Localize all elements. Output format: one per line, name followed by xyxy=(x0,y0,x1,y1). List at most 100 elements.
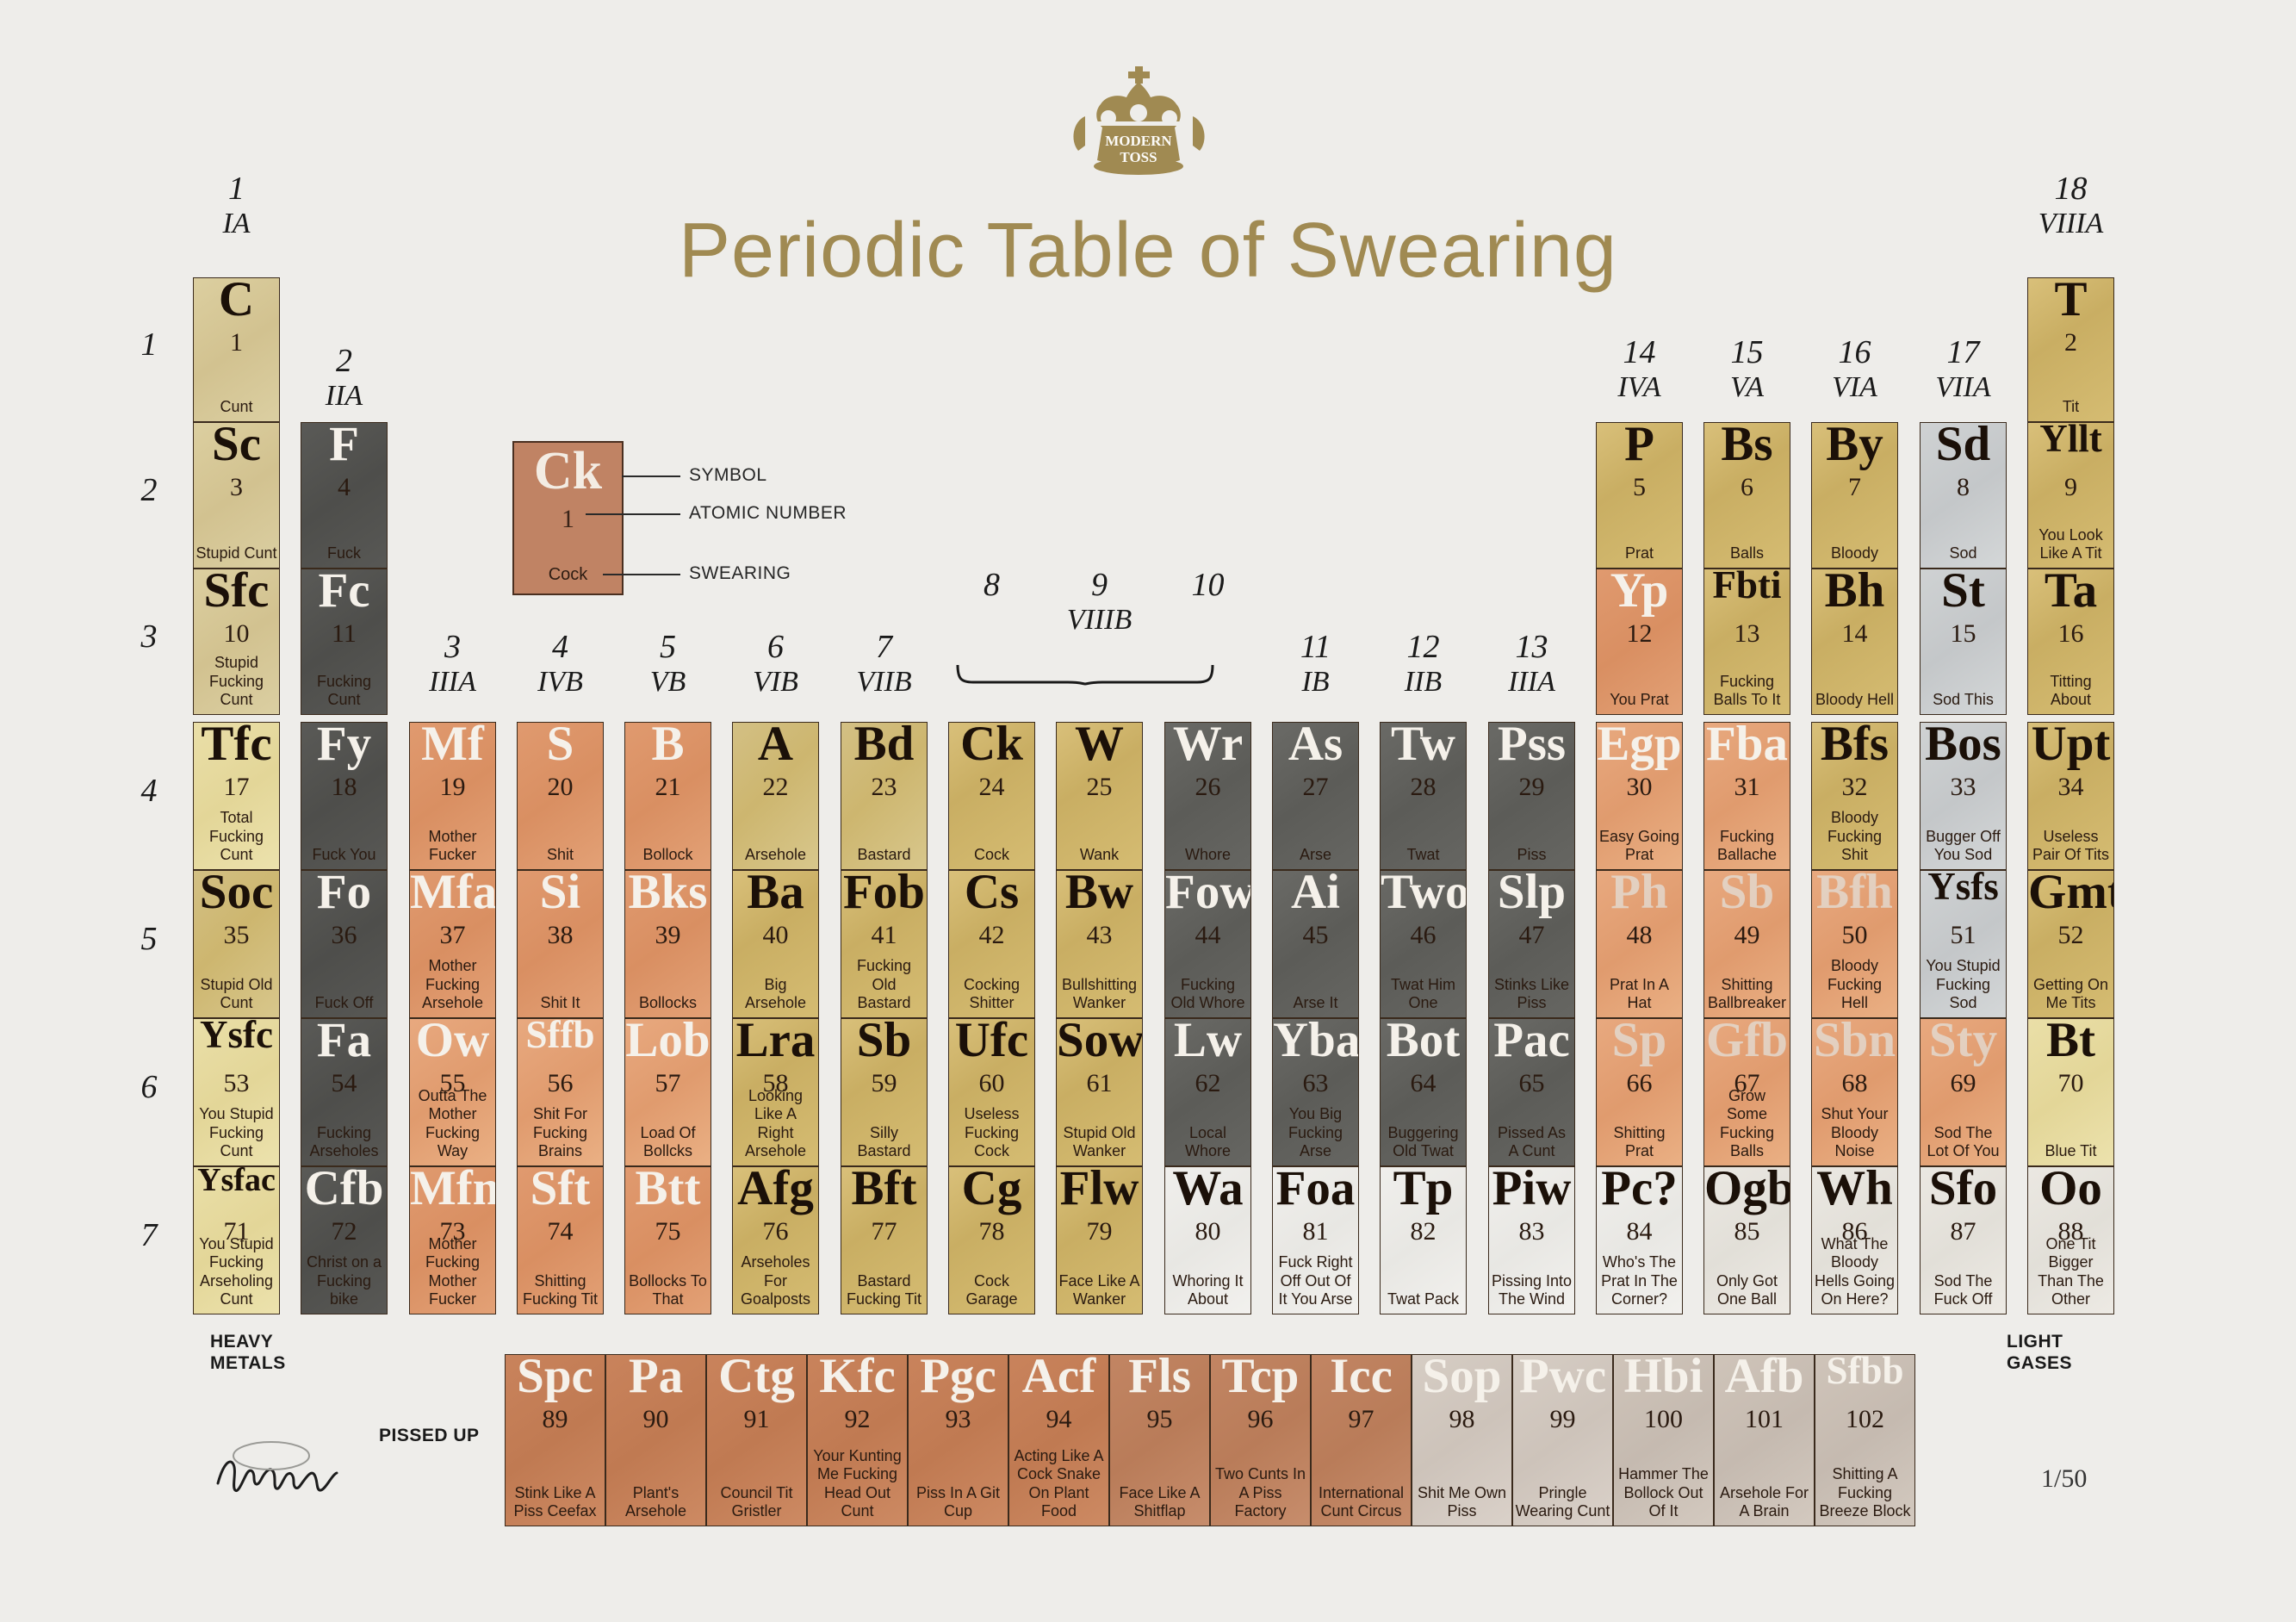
element-cell[interactable]: Lob 57 Load Of Bollcks xyxy=(624,1018,711,1166)
element-cell[interactable]: Sfo 87 Sod The Fuck Off xyxy=(1920,1166,2007,1314)
element-cell[interactable]: Sffb 56 Shit For Fucking Brains xyxy=(517,1018,604,1166)
element-cell[interactable]: Tp 82 Twat Pack xyxy=(1380,1166,1467,1314)
element-cell[interactable]: C 1 Cunt xyxy=(193,277,280,422)
element-cell[interactable]: Fob 41 Fucking Old Bastard xyxy=(841,870,928,1018)
element-cell[interactable]: Fba 31 Fucking Ballache xyxy=(1703,722,1790,870)
element-cell[interactable]: Yllt 9 You Look Like A Tit xyxy=(2027,422,2114,569)
element-cell[interactable]: Bd 23 Bastard xyxy=(841,722,928,870)
pissed-up-cell[interactable]: Sfbb 102 Shitting A Fucking Breeze Block xyxy=(1815,1354,1915,1526)
pissed-up-cell[interactable]: Pa 90 Plant's Arsehole xyxy=(605,1354,706,1526)
element-cell[interactable]: St 15 Sod This xyxy=(1920,569,2007,715)
element-cell[interactable]: Lw 62 Local Whore xyxy=(1164,1018,1251,1166)
element-cell[interactable]: Pac 65 Pissed As A Cunt xyxy=(1488,1018,1575,1166)
element-cell[interactable]: Ta 16 Titting About xyxy=(2027,569,2114,715)
element-cell[interactable]: T 2 Tit xyxy=(2027,277,2114,422)
element-cell[interactable]: Upt 34 Useless Pair Of Tits xyxy=(2027,722,2114,870)
pissed-up-cell[interactable]: Fls 95 Face Like A Shitflap xyxy=(1109,1354,1210,1526)
element-cell[interactable]: Foa 81 Fuck Right Off Out Of It You Arse xyxy=(1272,1166,1359,1314)
element-cell[interactable]: Ogb 85 Only Got One Ball xyxy=(1703,1166,1790,1314)
element-cell[interactable]: Bos 33 Bugger Off You Sod xyxy=(1920,722,2007,870)
element-cell[interactable]: S 20 Shit xyxy=(517,722,604,870)
pissed-up-cell[interactable]: Ctg 91 Council Tit Gristler xyxy=(706,1354,807,1526)
element-cell[interactable]: Bs 6 Balls xyxy=(1703,422,1790,569)
element-cell[interactable]: Sft 74 Shitting Fucking Tit xyxy=(517,1166,604,1314)
pissed-up-cell[interactable]: Hbi 100 Hammer The Bollock Out Of It xyxy=(1613,1354,1714,1526)
element-cell[interactable]: Fa 54 Fucking Arseholes xyxy=(301,1018,388,1166)
element-cell[interactable]: Tw 28 Twat xyxy=(1380,722,1467,870)
element-cell[interactable]: Egp 30 Easy Going Prat xyxy=(1596,722,1683,870)
element-cell[interactable]: Sfc 10 Stupid Fucking Cunt xyxy=(193,569,280,715)
pissed-up-cell[interactable]: Icc 97 International Cunt Circus xyxy=(1311,1354,1412,1526)
element-cell[interactable]: Bot 64 Buggering Old Twat xyxy=(1380,1018,1467,1166)
element-cell[interactable]: Fy 18 Fuck You xyxy=(301,722,388,870)
element-cell[interactable]: F 4 Fuck xyxy=(301,422,388,569)
element-cell[interactable]: Sty 69 Sod The Lot Of You xyxy=(1920,1018,2007,1166)
element-cell[interactable]: Slp 47 Stinks Like Piss xyxy=(1488,870,1575,1018)
element-cell[interactable]: Mfm73Mother Fucking Mother Fucker xyxy=(409,1166,496,1314)
element-cell[interactable]: Bfs 32 Bloody Fucking Shit xyxy=(1811,722,1898,870)
element-cell[interactable]: By 7 Bloody xyxy=(1811,422,1898,569)
element-cell[interactable]: Two 46 Twat Him One xyxy=(1380,870,1467,1018)
pissed-up-cell[interactable]: Acf 94 Acting Like A Cock Snake On Plant F… xyxy=(1008,1354,1109,1526)
pissed-up-cell[interactable]: Afb 101 Arsehole For A Brain xyxy=(1714,1354,1815,1526)
pissed-up-cell[interactable]: Tcp 96 Two Cunts In A Piss Factory xyxy=(1210,1354,1311,1526)
element-cell[interactable]: Ysfs 51 You Stupid Fucking Sod xyxy=(1920,870,2007,1018)
element-cell[interactable]: Wh 86 What The Bloody Hells Going On Here? xyxy=(1811,1166,1898,1314)
element-cell[interactable]: Sbn 68 Shut Your Bloody Noise xyxy=(1811,1018,1898,1166)
element-cell[interactable]: Sb 59 Silly Bastard xyxy=(841,1018,928,1166)
element-cell[interactable]: Ck 24 Cock xyxy=(948,722,1035,870)
element-cell[interactable]: Bfh 50 Bloody Fucking Hell xyxy=(1811,870,1898,1018)
element-cell[interactable]: Yba 63 You Big Fucking Arse xyxy=(1272,1018,1359,1166)
element-cell[interactable]: Bt 70 Blue Tit xyxy=(2027,1018,2114,1166)
element-cell[interactable]: Fbti 13 Fucking Balls To It xyxy=(1703,569,1790,715)
element-cell[interactable]: Ai 45 Arse It xyxy=(1272,870,1359,1018)
element-cell[interactable]: Cg 78 Cock Garage xyxy=(948,1166,1035,1314)
element-cell[interactable]: As 27 Arse xyxy=(1272,722,1359,870)
element-cell[interactable]: Bks 39 Bollocks xyxy=(624,870,711,1018)
element-cell[interactable]: Sow 61 Stupid Old Wanker xyxy=(1056,1018,1143,1166)
element-cell[interactable]: Sp 66 Shitting Prat xyxy=(1596,1018,1683,1166)
element-cell[interactable]: Yp 12 You Prat xyxy=(1596,569,1683,715)
element-cell[interactable]: Fow 44 Fucking Old Whore xyxy=(1164,870,1251,1018)
element-cell[interactable]: P 5 Prat xyxy=(1596,422,1683,569)
element-cell[interactable]: Piw 83 Pissing Into The Wind xyxy=(1488,1166,1575,1314)
element-cell[interactable]: Si 38 Shit It xyxy=(517,870,604,1018)
pissed-up-cell[interactable]: Pwc 99 Pringle Wearing Cunt xyxy=(1512,1354,1613,1526)
element-cell[interactable]: Fo 36 Fuck Off xyxy=(301,870,388,1018)
element-cell[interactable]: Oo 88 One Tit Bigger Than The Other xyxy=(2027,1166,2114,1314)
element-cell[interactable]: Wr 26 Whore xyxy=(1164,722,1251,870)
element-cell[interactable]: Cs 42 Cocking Shitter xyxy=(948,870,1035,1018)
element-cell[interactable]: Sc 3 Stupid Cunt xyxy=(193,422,280,569)
element-cell[interactable]: Bh 14 Bloody Hell xyxy=(1811,569,1898,715)
element-cell[interactable]: Flw 79 Face Like A Wanker xyxy=(1056,1166,1143,1314)
element-cell[interactable]: W 25 Wank xyxy=(1056,722,1143,870)
element-cell[interactable]: Lra 58 Looking Like A Right Arsehole xyxy=(732,1018,819,1166)
element-cell[interactable]: Mf 19 Mother Fucker xyxy=(409,722,496,870)
element-cell[interactable]: Bw 43 Bullshitting Wanker xyxy=(1056,870,1143,1018)
element-cell[interactable]: Pc? 84 Who's The Prat In The Corner? xyxy=(1596,1166,1683,1314)
element-cell[interactable]: Ph 48 Prat In A Hat xyxy=(1596,870,1683,1018)
element-cell[interactable]: Ufc 60 Useless Fucking Cock xyxy=(948,1018,1035,1166)
element-cell[interactable]: Gmt 52 Getting On Me Tits xyxy=(2027,870,2114,1018)
pissed-up-cell[interactable]: Pgc 93 Piss In A Git Cup xyxy=(908,1354,1008,1526)
element-cell[interactable]: Ysfac 71 You Stupid Fucking Arseholing Cun… xyxy=(193,1166,280,1314)
element-cell[interactable]: Wa 80 Whoring It About xyxy=(1164,1166,1251,1314)
element-cell[interactable]: Btt 75 Bollocks To That xyxy=(624,1166,711,1314)
element-cell[interactable]: Soc 35 Stupid Old Cunt xyxy=(193,870,280,1018)
element-cell[interactable]: Pss 29 Piss xyxy=(1488,722,1575,870)
element-cell[interactable]: Fc 11 Fucking Cunt xyxy=(301,569,388,715)
pissed-up-cell[interactable]: Spc 89 Stink Like A Piss Ceefax xyxy=(505,1354,605,1526)
pissed-up-cell[interactable]: Sop 98 Shit Me Own Piss xyxy=(1412,1354,1512,1526)
element-cell[interactable]: Ysfc 53 You Stupid Fucking Cunt xyxy=(193,1018,280,1166)
element-cell[interactable]: Sd 8 Sod xyxy=(1920,422,2007,569)
element-cell[interactable]: Tfc 17 Total Fucking Cunt xyxy=(193,722,280,870)
element-cell[interactable]: Mfa 37 Mother Fucking Arsehole xyxy=(409,870,496,1018)
element-cell[interactable]: Cfb 72 Christ on a Fucking bike xyxy=(301,1166,388,1314)
element-cell[interactable]: Ba 40 Big Arsehole xyxy=(732,870,819,1018)
element-cell[interactable]: Gfb 67 Grow Some Fucking Balls xyxy=(1703,1018,1790,1166)
element-cell[interactable]: Ow 55 Outta The Mother Fucking Way xyxy=(409,1018,496,1166)
element-cell[interactable]: B 21 Bollock xyxy=(624,722,711,870)
element-cell[interactable]: Bft 77 Bastard Fucking Tit xyxy=(841,1166,928,1314)
pissed-up-cell[interactable]: Kfc 92 Your Kunting Me Fucking Head Out Cu… xyxy=(807,1354,908,1526)
element-cell[interactable]: A 22 Arsehole xyxy=(732,722,819,870)
